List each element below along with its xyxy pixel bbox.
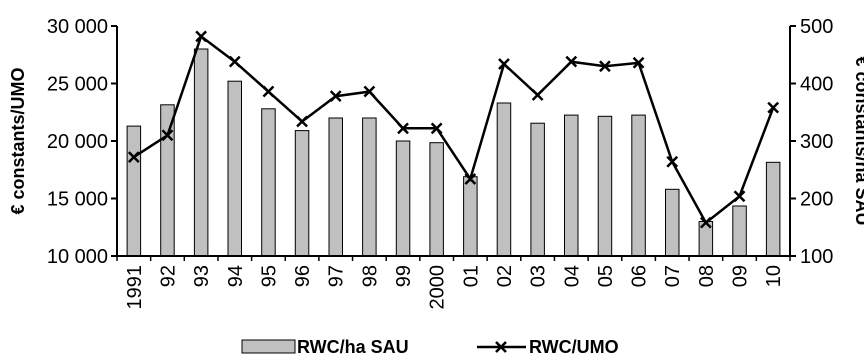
- legend: RWC/ha SAU RWC/UMO: [241, 337, 619, 357]
- bar-2000: [429, 142, 444, 257]
- x-tick-label: 01: [460, 265, 482, 287]
- bar-96: [294, 130, 310, 257]
- bar-10: [765, 161, 781, 257]
- left-tick-label: 10 000: [47, 246, 108, 268]
- x-tick-label: 95: [258, 265, 280, 287]
- x-tick-label: 06: [629, 265, 651, 287]
- x-tick-label: 09: [730, 265, 752, 287]
- line-point-10: [767, 101, 780, 114]
- x-tick-label: 07: [662, 265, 684, 287]
- line-series-path: [133, 34, 775, 225]
- x-tick-label: 93: [191, 265, 213, 287]
- right-axis-title: € constants/ha SAU: [852, 56, 864, 225]
- left-tick-label: 20 000: [47, 131, 108, 153]
- bar-07: [665, 188, 680, 257]
- bar-97: [328, 117, 343, 257]
- bar-01: [463, 176, 478, 257]
- x-tick-label: 05: [595, 265, 617, 287]
- line-point-96: [296, 115, 308, 128]
- x-tick-label: 1991: [124, 265, 146, 310]
- right-tick-label: 400: [800, 74, 833, 96]
- line-series-layer: [127, 30, 780, 229]
- line-point-01: [464, 173, 477, 185]
- bar-94: [227, 80, 242, 257]
- x-tick-label: 03: [528, 265, 550, 287]
- x-tick-label: 2000: [427, 265, 449, 310]
- bar-04: [564, 114, 579, 257]
- x-tick-label: 99: [393, 265, 415, 287]
- line-point-04: [565, 55, 578, 68]
- left-tick-label: 25 000: [47, 74, 108, 96]
- legend-x-marker-icon: [495, 341, 507, 353]
- line-point-05: [599, 60, 611, 73]
- x-tick-label: 96: [292, 265, 314, 287]
- x-tick-label: 02: [494, 265, 516, 287]
- line-point-08: [699, 216, 712, 229]
- line-point-07: [666, 155, 679, 168]
- bar-05: [597, 115, 613, 257]
- line-point-93: [195, 30, 208, 43]
- bar-09: [732, 205, 747, 257]
- x-tick-label: 94: [225, 265, 247, 287]
- line-point-98: [363, 85, 376, 98]
- bar-03: [530, 122, 545, 257]
- legend-label-line: RWC/UMO: [529, 337, 619, 357]
- right-tick-label: 500: [800, 16, 833, 38]
- legend-bar-swatch: [241, 339, 296, 354]
- line-point-02: [498, 58, 510, 70]
- right-tick-label: 300: [800, 131, 833, 153]
- x-tick-label: 10: [763, 265, 785, 287]
- legend-label-bars: RWC/ha SAU: [297, 337, 409, 357]
- line-point-97: [329, 90, 342, 103]
- right-tick-label: 200: [800, 189, 833, 211]
- left-tick-label: 30 000: [47, 16, 108, 38]
- line-point-95: [262, 85, 275, 98]
- line-point-2000: [430, 122, 443, 135]
- x-tick-label: 98: [359, 265, 381, 287]
- line-point-92: [161, 129, 174, 142]
- bar-93: [193, 48, 209, 257]
- line-point-06: [632, 56, 645, 69]
- bar-02: [496, 102, 512, 257]
- left-tick-label: 15 000: [47, 189, 108, 211]
- right-tick-label: 100: [800, 246, 833, 268]
- line-point-09: [733, 190, 746, 203]
- line-point-94: [228, 55, 241, 68]
- axes-layer: [116, 26, 791, 257]
- ticks-layer: 10 000 15 000 20 000 25 000 30 000 100 200 300 4…: [47, 16, 834, 310]
- bar-06: [631, 114, 646, 257]
- x-tick-label: 08: [696, 265, 718, 287]
- bar-92: [160, 104, 175, 257]
- bar-95: [261, 108, 276, 257]
- bar-1991: [126, 125, 142, 257]
- x-tick-label: 97: [326, 265, 348, 287]
- bar-99: [395, 140, 411, 257]
- line-point-1991: [127, 151, 140, 163]
- x-tick-label: 92: [157, 265, 179, 287]
- left-axis-title: € constants/UMO: [8, 67, 28, 214]
- bar-98: [362, 117, 377, 257]
- line-point-99: [397, 122, 409, 135]
- line-point-03: [531, 89, 544, 101]
- x-tick-label: 04: [561, 265, 583, 287]
